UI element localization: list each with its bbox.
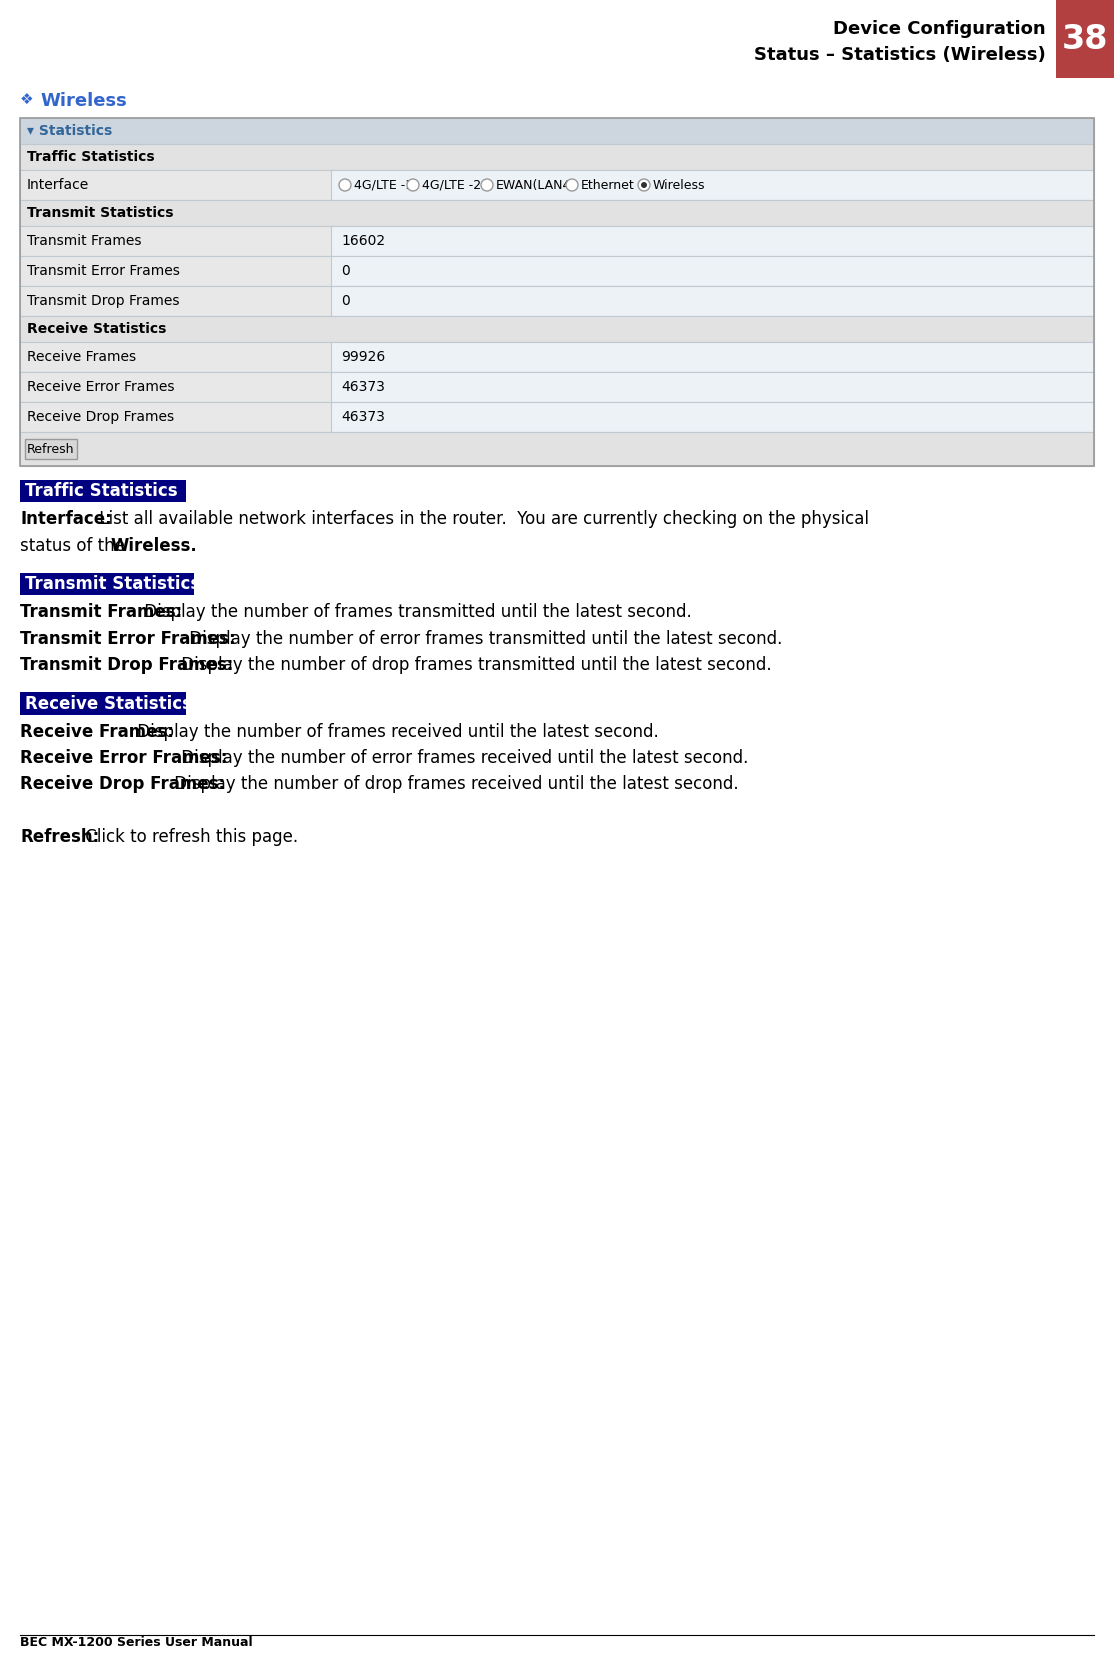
Bar — [20, 574, 194, 595]
Circle shape — [638, 179, 649, 191]
Text: ▾ Statistics: ▾ Statistics — [27, 124, 113, 138]
Bar — [331, 287, 1094, 315]
Text: 99926: 99926 — [341, 350, 385, 364]
Text: Receive Statistics: Receive Statistics — [27, 322, 166, 335]
Bar — [331, 372, 1094, 402]
Text: Receive Frames: Receive Frames — [27, 350, 136, 364]
Bar — [20, 480, 186, 501]
Bar — [20, 287, 1094, 315]
Bar — [20, 402, 1094, 433]
Text: Display the number of frames received until the latest second.: Display the number of frames received un… — [131, 723, 658, 741]
Bar — [20, 117, 1094, 144]
Bar — [331, 257, 1094, 287]
Bar — [20, 402, 331, 433]
Bar — [20, 372, 1094, 402]
Bar — [20, 257, 1094, 287]
Bar — [20, 117, 1094, 466]
Text: Display the number of drop frames transmitted until the latest second.: Display the number of drop frames transm… — [176, 656, 772, 674]
Bar — [20, 433, 1094, 466]
Text: Transmit Frames: Transmit Frames — [27, 235, 141, 248]
Bar — [25, 439, 77, 459]
Text: 16602: 16602 — [341, 235, 385, 248]
Text: ❖: ❖ — [20, 92, 33, 107]
Text: BEC MX-1200 Series User Manual: BEC MX-1200 Series User Manual — [20, 1637, 253, 1648]
Bar — [331, 169, 1094, 200]
Text: Display the number of error frames transmitted until the latest second.: Display the number of error frames trans… — [184, 629, 782, 647]
Text: Receive Statistics: Receive Statistics — [25, 694, 192, 713]
Bar — [20, 226, 331, 257]
Text: 0: 0 — [341, 293, 350, 309]
Circle shape — [481, 179, 494, 191]
Bar — [25, 439, 77, 459]
Bar — [331, 342, 1094, 372]
Text: Transmit Frames:: Transmit Frames: — [20, 604, 183, 620]
Text: Receive Drop Frames:: Receive Drop Frames: — [20, 775, 225, 793]
Bar — [331, 226, 1094, 257]
Text: Transmit Statistics: Transmit Statistics — [25, 575, 201, 594]
Bar — [331, 402, 1094, 433]
Bar — [20, 169, 331, 200]
Text: 46373: 46373 — [341, 381, 384, 394]
Text: Transmit Statistics: Transmit Statistics — [27, 206, 174, 220]
Text: Display the number of frames transmitted until the latest second.: Display the number of frames transmitted… — [139, 604, 692, 620]
Bar — [20, 169, 1094, 200]
Text: Traffic Statistics: Traffic Statistics — [27, 149, 155, 164]
Text: Wireless: Wireless — [40, 92, 127, 111]
Text: Transmit Drop Frames:: Transmit Drop Frames: — [20, 656, 233, 674]
Text: status of the: status of the — [20, 537, 130, 555]
Text: Receive Error Frames:: Receive Error Frames: — [20, 750, 227, 766]
Text: Refresh: Refresh — [27, 443, 75, 456]
Text: Transmit Drop Frames: Transmit Drop Frames — [27, 293, 179, 309]
Text: Interface: Interface — [27, 178, 89, 191]
Circle shape — [339, 179, 351, 191]
Text: Receive Drop Frames: Receive Drop Frames — [27, 409, 174, 424]
Text: Transmit Error Frames: Transmit Error Frames — [27, 263, 179, 278]
Bar — [20, 226, 1094, 257]
Bar — [20, 315, 1094, 342]
Text: Status – Statistics (Wireless): Status – Statistics (Wireless) — [754, 45, 1046, 64]
Bar — [20, 693, 186, 714]
Bar — [20, 117, 1094, 144]
Text: Wireless.: Wireless. — [110, 537, 197, 555]
Circle shape — [566, 179, 578, 191]
Text: 46373: 46373 — [341, 409, 384, 424]
Text: List all available network interfaces in the router.  You are currently checking: List all available network interfaces in… — [95, 510, 869, 528]
Bar — [20, 144, 1094, 169]
Text: 0: 0 — [341, 263, 350, 278]
Circle shape — [407, 179, 419, 191]
Text: 4G/LTE -2: 4G/LTE -2 — [422, 178, 481, 191]
Bar — [20, 433, 1094, 466]
Bar — [20, 200, 1094, 226]
Text: Click to refresh this page.: Click to refresh this page. — [79, 828, 297, 847]
Text: Receive Error Frames: Receive Error Frames — [27, 381, 175, 394]
Text: Ethernet: Ethernet — [582, 178, 635, 191]
Bar — [20, 342, 331, 372]
Text: Traffic Statistics: Traffic Statistics — [25, 481, 177, 500]
Bar — [20, 372, 331, 402]
Bar — [20, 200, 1094, 226]
Text: Device Configuration: Device Configuration — [833, 20, 1046, 39]
Text: Interface:: Interface: — [20, 510, 111, 528]
Text: Receive Frames:: Receive Frames: — [20, 723, 174, 741]
Text: Transmit Error Frames:: Transmit Error Frames: — [20, 629, 236, 647]
Text: 4G/LTE -1: 4G/LTE -1 — [354, 178, 413, 191]
Bar — [20, 144, 1094, 169]
Bar — [20, 287, 331, 315]
Bar — [20, 342, 1094, 372]
Circle shape — [641, 183, 647, 188]
Text: EWAN(LAN4): EWAN(LAN4) — [496, 178, 576, 191]
Text: 38: 38 — [1062, 22, 1108, 55]
Text: Refresh:: Refresh: — [20, 828, 99, 847]
Bar — [1056, 0, 1114, 79]
Text: Wireless: Wireless — [653, 178, 705, 191]
Bar — [20, 315, 1094, 342]
Bar — [20, 257, 331, 287]
Text: Display the number of error frames received until the latest second.: Display the number of error frames recei… — [176, 750, 749, 766]
Text: Display the number of drop frames received until the latest second.: Display the number of drop frames receiv… — [169, 775, 739, 793]
